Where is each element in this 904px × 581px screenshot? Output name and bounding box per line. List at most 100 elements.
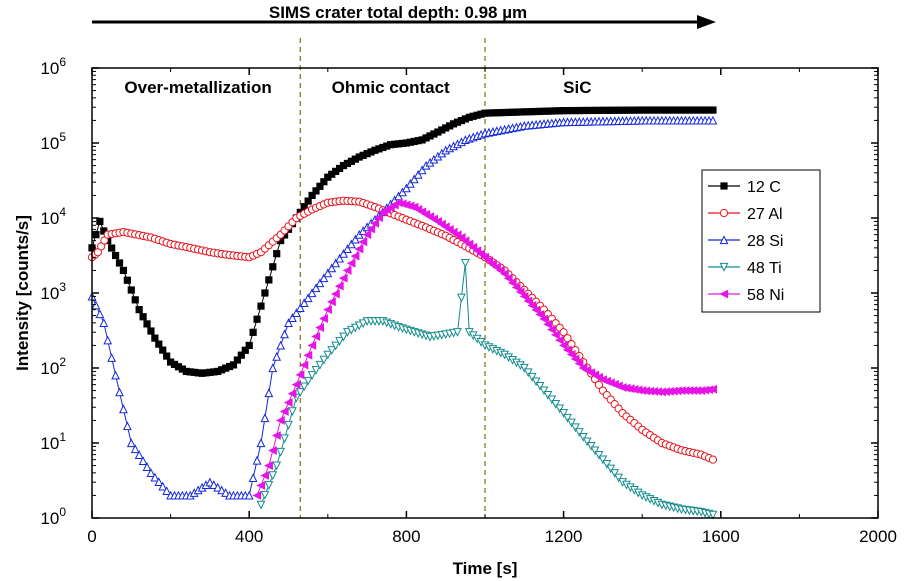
y-tick-label: 104 xyxy=(40,205,66,228)
data-point-marker xyxy=(351,155,359,163)
data-point-marker xyxy=(599,106,607,114)
data-point-marker xyxy=(280,434,289,444)
depth-arrow-label: SIMS crater total depth: 0.98 µm xyxy=(269,3,527,22)
data-point-marker xyxy=(269,263,277,271)
data-point-marker xyxy=(646,106,654,114)
data-point-marker xyxy=(288,407,297,417)
data-point-marker xyxy=(603,106,611,114)
data-point-marker xyxy=(299,360,309,370)
data-point-marker xyxy=(334,281,344,291)
data-point-marker xyxy=(328,170,336,178)
data-point-marker xyxy=(142,462,152,471)
data-point-marker xyxy=(606,464,616,474)
data-point-marker xyxy=(673,106,682,114)
data-point-marker xyxy=(130,444,140,454)
data-point-marker xyxy=(225,362,234,371)
data-point-marker xyxy=(567,106,576,115)
data-point-marker xyxy=(303,350,313,360)
series-line xyxy=(91,109,713,374)
data-point-marker xyxy=(100,227,108,235)
data-point-marker xyxy=(233,356,242,364)
series-line xyxy=(91,119,713,496)
x-tick-label: 1600 xyxy=(702,527,740,546)
data-point-marker xyxy=(719,208,729,218)
data-point-marker xyxy=(163,352,171,360)
data-point-marker xyxy=(519,292,529,301)
y-tick-label: 103 xyxy=(40,280,66,303)
data-point-marker xyxy=(379,143,387,152)
data-point-marker xyxy=(167,358,175,366)
data-point-marker xyxy=(284,318,293,327)
data-point-marker xyxy=(708,455,718,464)
data-point-marker xyxy=(95,309,105,319)
data-point-marker xyxy=(705,106,713,114)
data-point-marker xyxy=(417,165,427,175)
data-point-marker xyxy=(493,109,501,117)
data-point-marker xyxy=(602,460,612,469)
data-point-marker xyxy=(272,351,282,361)
data-point-marker xyxy=(303,293,313,303)
data-point-marker xyxy=(217,485,227,495)
legend-entry: 28 Si xyxy=(708,233,783,250)
data-point-marker xyxy=(315,323,325,332)
series-58-ni xyxy=(252,198,718,500)
data-point-marker xyxy=(324,173,332,181)
data-point-marker xyxy=(331,258,341,268)
data-point-marker xyxy=(316,182,324,190)
data-point-marker xyxy=(559,328,568,337)
data-point-marker xyxy=(186,368,194,376)
data-point-marker xyxy=(299,382,309,392)
data-point-marker xyxy=(268,363,278,373)
data-point-marker xyxy=(418,136,426,144)
data-point-marker xyxy=(359,151,367,159)
data-point-marker xyxy=(338,273,348,283)
data-point-marker xyxy=(406,138,414,146)
data-point-marker xyxy=(330,289,340,299)
data-point-marker xyxy=(151,334,159,342)
data-point-marker xyxy=(543,390,553,400)
data-point-marker xyxy=(524,108,532,116)
data-point-marker xyxy=(307,341,317,350)
depth-arrow: SIMS crater total depth: 0.98 µm xyxy=(92,3,716,29)
data-point-marker xyxy=(346,258,356,268)
data-point-marker xyxy=(658,106,666,114)
data-point-marker xyxy=(622,106,631,114)
data-point-marker xyxy=(552,107,560,115)
data-point-marker xyxy=(426,132,434,140)
data-point-marker xyxy=(574,359,584,368)
data-point-marker xyxy=(634,106,642,114)
data-point-marker xyxy=(571,106,579,115)
data-point-marker xyxy=(414,137,422,145)
data-point-marker xyxy=(343,159,352,168)
legend-entry: 48 Ti xyxy=(708,260,782,277)
y-tick-label: 105 xyxy=(40,130,66,153)
data-point-marker xyxy=(594,451,604,460)
region-label: Over-metallization xyxy=(124,78,271,97)
data-point-marker xyxy=(264,388,274,398)
data-point-marker xyxy=(213,482,223,492)
data-point-marker xyxy=(342,266,352,275)
data-point-marker xyxy=(583,106,591,115)
data-point-marker xyxy=(307,371,317,380)
y-axis: 100 101 102 103 104 105 106 xyxy=(40,55,878,528)
data-point-marker xyxy=(574,428,584,437)
data-point-marker xyxy=(489,109,497,117)
data-point-marker xyxy=(265,276,273,284)
data-point-marker xyxy=(394,140,403,148)
data-point-marker xyxy=(405,178,415,188)
data-point-marker xyxy=(335,337,344,346)
data-point-marker xyxy=(391,140,399,148)
data-point-marker xyxy=(291,380,301,390)
data-point-marker xyxy=(96,217,104,226)
data-point-marker xyxy=(446,122,454,130)
data-point-marker xyxy=(319,273,329,283)
data-point-marker xyxy=(556,107,564,115)
data-point-marker xyxy=(119,266,128,275)
data-point-marker xyxy=(347,157,355,165)
data-point-marker xyxy=(115,387,124,397)
data-point-marker xyxy=(453,118,462,126)
data-point-marker xyxy=(662,106,670,114)
data-point-marker xyxy=(335,164,344,173)
data-point-marker xyxy=(350,251,360,261)
data-point-marker xyxy=(237,351,245,359)
